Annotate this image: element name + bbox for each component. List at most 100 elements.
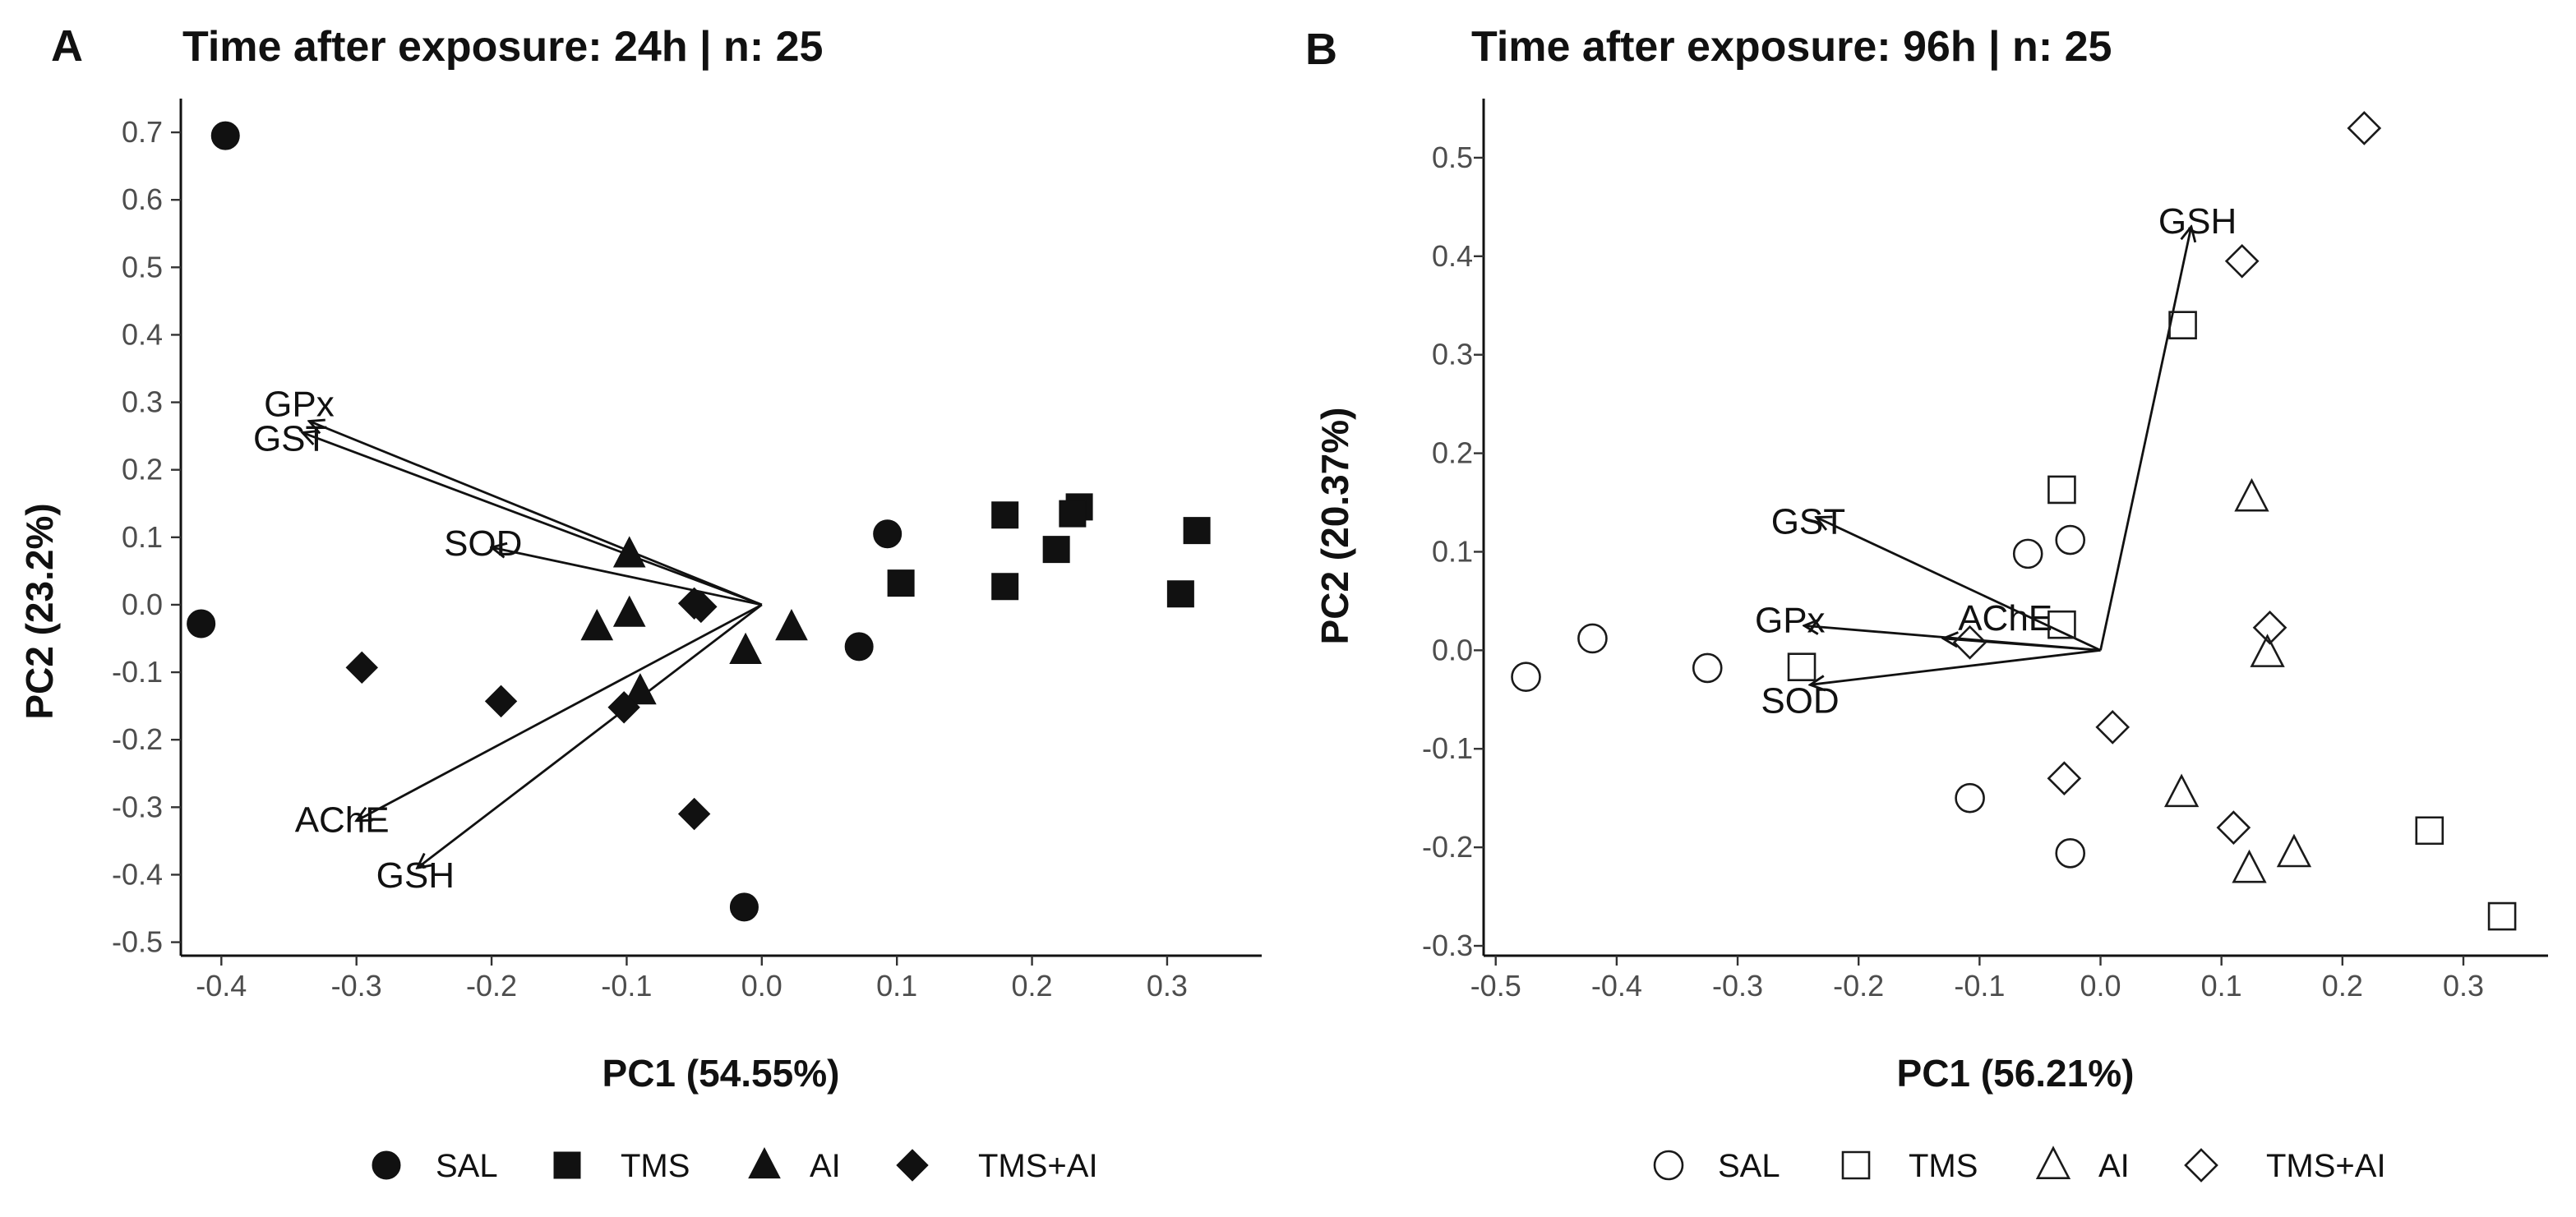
data-point-tms-plus-ai	[1952, 625, 1987, 660]
legend-key-tms-plus-ai	[896, 1149, 929, 1182]
data-point-tms	[1042, 536, 1070, 564]
x-tick-label: -0.5	[1470, 969, 1521, 1003]
x-tick-label: 0.2	[1012, 969, 1053, 1003]
data-point-ai	[612, 595, 646, 627]
data-point-tms-plus-ai	[2047, 761, 2082, 796]
x-tick-label: -0.2	[466, 969, 517, 1003]
data-point-sal	[2055, 838, 2086, 869]
panel-a-x-axis-title: PC1 (54.55%)	[602, 1052, 840, 1095]
data-point-ai	[729, 632, 762, 664]
x-tick-label: -0.1	[601, 969, 652, 1003]
legend-key-tms	[1841, 1150, 1871, 1180]
y-tick-label: 0.5	[1432, 141, 1473, 174]
loading-label-ache: AChE	[1958, 598, 2052, 638]
data-point-tms-plus-ai	[2252, 610, 2287, 645]
data-point-ai	[580, 609, 614, 641]
y-tick-label: -0.3	[1422, 929, 1473, 962]
data-point-sal	[1692, 652, 1723, 684]
x-tick-label: -0.4	[196, 969, 247, 1003]
loading-label-ache: AChE	[295, 800, 390, 841]
data-point-ai	[2163, 773, 2200, 808]
panel-a-points	[187, 121, 1211, 922]
panel-b-y-axis-title: PC2 (20.37%)	[1313, 408, 1356, 645]
x-tick-label: -0.4	[1591, 969, 1642, 1003]
loading-arrow-ache	[357, 603, 763, 821]
loading-arrow-gpx	[309, 422, 763, 606]
data-point-tms-plus-ai	[607, 691, 640, 724]
loading-arrow-gsh	[418, 603, 763, 868]
y-tick-label: 0.4	[1432, 239, 1473, 273]
data-point-ai	[2232, 849, 2267, 883]
data-point-ai	[775, 609, 808, 641]
y-tick-label: -0.5	[112, 925, 163, 959]
x-tick-label: 0.1	[876, 969, 917, 1003]
y-tick-label: 0.3	[1432, 338, 1473, 371]
y-tick-label: -0.4	[112, 857, 163, 891]
y-tick-label: 0.2	[1432, 436, 1473, 470]
data-point-tms-plus-ai	[345, 651, 378, 685]
loading-label-gst: GST	[253, 419, 327, 459]
data-point-sal	[844, 632, 874, 662]
data-point-sal	[729, 892, 759, 922]
loading-label-sod: SOD	[444, 523, 522, 564]
data-point-tms	[1059, 500, 1087, 528]
loading-arrow-sod	[1810, 648, 2101, 685]
data-point-ai	[2234, 477, 2269, 512]
data-point-tms	[1183, 517, 1211, 545]
y-tick-label: 0.0	[1432, 633, 1473, 666]
loading-arrow-gsh	[2099, 227, 2191, 651]
panel-b-legend: SAL TMS AI TMS+AI	[1653, 1146, 2386, 1184]
data-point-tms	[1787, 652, 1817, 682]
x-tick-label: 0.0	[741, 969, 782, 1003]
loading-label-gsh: GSH	[2158, 201, 2237, 242]
legend-label-sal: SAL	[1718, 1148, 1780, 1184]
legend-label-ai: AI	[810, 1148, 841, 1184]
legend-label-tms: TMS	[621, 1148, 690, 1184]
x-tick-label: -0.2	[1833, 969, 1884, 1003]
data-point-tms-plus-ai	[2347, 111, 2382, 145]
legend-label-tms-plus-ai: TMS+AI	[978, 1148, 1098, 1184]
y-tick-label: 0.1	[122, 520, 163, 554]
data-point-ai	[2250, 634, 2285, 667]
loading-arrow-gst	[1817, 518, 2102, 652]
legend-label-ai: AI	[2098, 1148, 2130, 1184]
panel-a-title: Time after exposure: 24h | n: 25	[182, 23, 823, 71]
data-point-tms-plus-ai	[2224, 243, 2260, 279]
data-point-tms	[2047, 475, 2076, 505]
panel-b-loadings: GSH GST AChE GPx SOD	[1755, 201, 2237, 721]
y-tick-label: 0.2	[122, 453, 163, 486]
x-tick-label: -0.3	[1712, 969, 1763, 1003]
data-point-tms-plus-ai	[2216, 810, 2251, 845]
data-point-sal	[2055, 524, 2086, 555]
y-tick-label: 0.0	[122, 588, 163, 621]
y-tick-label: -0.2	[1422, 830, 1473, 864]
panel-b-axes: -0.5 -0.4 -0.3 -0.2 -0.1 0.0 0.1 0.2 0.3 -0.3 -0.2…	[1422, 99, 2548, 1003]
panel-b-points	[1511, 111, 2517, 931]
x-tick-label: 0.3	[2443, 969, 2484, 1003]
legend-key-ai	[2035, 1146, 2071, 1179]
loading-arrow-gpx	[1804, 625, 2101, 652]
y-tick-label: 0.3	[122, 385, 163, 419]
loading-arrow-gst	[302, 433, 763, 606]
data-point-tms	[1166, 580, 1194, 608]
data-point-tms-plus-ai	[677, 797, 711, 831]
panel-a: A Time after exposure: 24h | n: 25 PC1 (…	[18, 21, 1262, 1184]
y-tick-label: 0.4	[122, 317, 163, 351]
loading-label-gpx: GPx	[1755, 600, 1826, 640]
x-tick-label: 0.2	[2322, 969, 2363, 1003]
data-point-ai	[2276, 833, 2312, 868]
data-point-tms	[2487, 901, 2517, 931]
loading-label-gsh: GSH	[376, 855, 455, 896]
y-tick-label: 0.5	[122, 250, 163, 284]
data-point-tms-plus-ai	[685, 590, 718, 624]
y-tick-label: 0.6	[122, 182, 163, 216]
data-point-sal	[2012, 538, 2043, 569]
y-tick-label: -0.1	[112, 655, 163, 689]
y-tick-label: -0.3	[112, 790, 163, 823]
loading-arrow-sod	[492, 547, 763, 606]
x-tick-label: 0.0	[2080, 969, 2121, 1003]
x-tick-label: -0.1	[1954, 969, 2005, 1003]
data-point-sal	[187, 609, 216, 638]
data-point-sal	[210, 121, 240, 150]
